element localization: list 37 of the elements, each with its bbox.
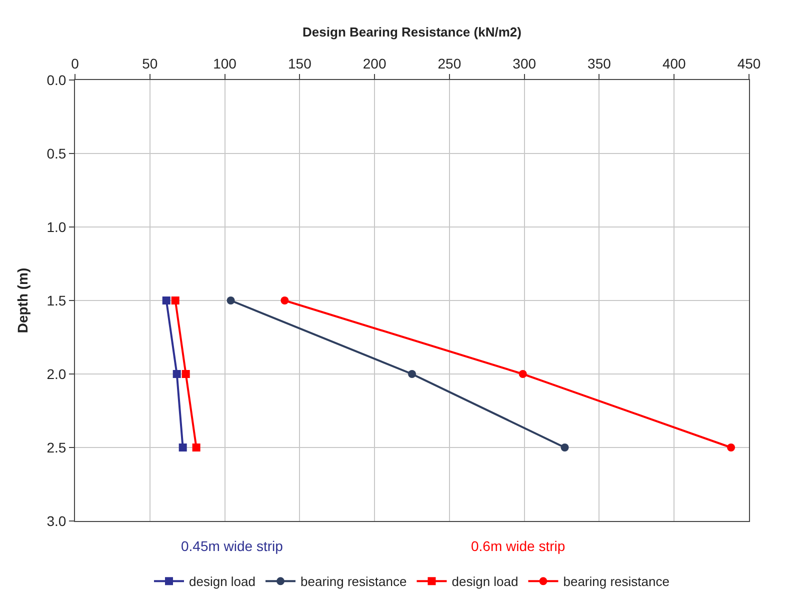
point <box>182 370 190 378</box>
text: 0.6m wide strip <box>471 538 566 554</box>
x-tick-label: 150 <box>288 55 312 72</box>
point <box>280 296 289 304</box>
y-tick-label: 3.0 <box>46 512 66 529</box>
x-tick-label: 200 <box>362 55 386 72</box>
y-tick-label: 1.5 <box>46 292 66 308</box>
y-tick-label: 0.5 <box>46 145 66 162</box>
y-tick-label: 0.0 <box>46 72 66 88</box>
y-tick-label: 2.0 <box>46 366 66 382</box>
x-tick-label: 450 <box>737 55 761 72</box>
point <box>518 370 527 378</box>
y-tick-label: 2.5 <box>46 439 66 456</box>
y-axis-title: Depth (m) <box>14 268 30 334</box>
legend-label: design load <box>452 574 518 590</box>
x-tick-label: 250 <box>438 55 462 72</box>
point <box>408 370 416 378</box>
point <box>560 444 569 452</box>
y-tick-label: 1.0 <box>46 218 66 235</box>
legend-label: bearing resistance <box>563 574 670 590</box>
x-tick-label: 350 <box>588 55 612 72</box>
x-tick-label: 100 <box>213 55 237 72</box>
legend-label: bearing resistance <box>300 574 407 590</box>
point <box>178 444 187 452</box>
x-tick-label: 300 <box>512 55 536 72</box>
x-tick-label: 400 <box>662 55 686 72</box>
point <box>162 296 170 304</box>
x-tick-label: 0 <box>71 55 80 72</box>
x-tick-label: 50 <box>142 55 158 72</box>
point <box>226 296 235 304</box>
point <box>727 444 736 452</box>
legend-label: design load <box>189 574 256 590</box>
point <box>192 444 200 452</box>
point <box>171 296 180 304</box>
x-axis-title: Design Bearing Resistance (kN/m2) <box>302 24 522 40</box>
text: 0.45m wide strip <box>181 538 284 554</box>
point <box>172 370 181 378</box>
